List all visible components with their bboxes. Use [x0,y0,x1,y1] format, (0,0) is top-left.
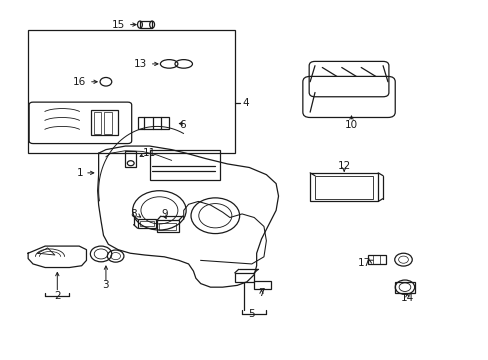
Bar [254,281,271,289]
Bar [137,117,169,129]
Bar [157,220,179,232]
Text: 16: 16 [73,77,86,87]
Text: 6: 6 [179,120,186,130]
Bar [140,221,153,226]
Bar [149,150,220,180]
Text: 1: 1 [76,168,83,178]
Bar [368,255,385,264]
Bar [137,219,156,228]
Text: 17: 17 [357,258,370,268]
Bar [234,273,254,282]
Bar [125,152,136,167]
Bar [394,282,414,293]
Text: 8: 8 [130,209,136,219]
Bar [91,111,118,135]
Text: 3: 3 [102,280,109,291]
Bar [28,30,234,153]
Bar [309,173,377,202]
Text: 12: 12 [337,161,350,171]
Text: 13: 13 [134,59,147,69]
Bar [159,222,176,230]
Bar [104,112,112,134]
Bar [140,21,152,28]
Text: 2: 2 [54,291,61,301]
Text: 15: 15 [112,19,125,30]
Text: 10: 10 [344,120,357,130]
Bar [94,112,101,134]
Text: 4: 4 [242,98,248,108]
Text: 14: 14 [400,293,413,303]
Text: 7: 7 [258,288,264,297]
Bar [314,176,372,199]
Text: 5: 5 [248,309,255,319]
Text: 11: 11 [143,148,156,158]
Text: 9: 9 [161,209,167,219]
